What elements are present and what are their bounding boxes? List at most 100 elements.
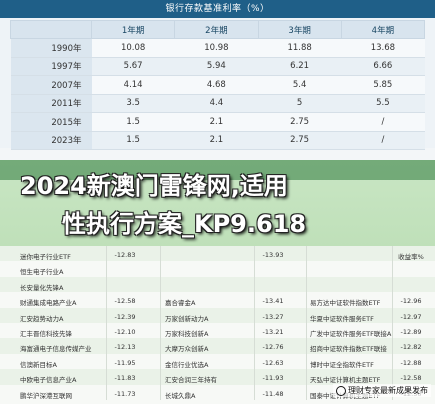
fund-name: 天弘中证计算机主题ETF	[310, 376, 381, 385]
fund-return: -13.41	[262, 297, 284, 306]
fund-name: 博时中证全指软件ETF	[310, 360, 374, 369]
fund-row: 财通集成电路产业A -12.58 嘉合睿金A -13.41 易方达中证软件指数ETF -1…	[0, 292, 435, 312]
rate-table-header: 1年期 2年期 3年期 4年期	[10, 20, 426, 39]
column-divider	[160, 246, 161, 400]
rate-row: 2023年 1.5 2.1 2.75/	[10, 130, 425, 150]
fund-return: -11.73	[114, 389, 136, 398]
rate-value: 4.68	[174, 75, 258, 95]
rate-value: 6.66	[341, 56, 425, 76]
watermark-logo-icon	[336, 385, 346, 396]
rate-value: 5.94	[174, 56, 258, 76]
rate-year: 2011年	[10, 93, 92, 113]
fund-return: -12.76	[262, 343, 284, 352]
header-2yr: 2年期	[174, 20, 259, 39]
rate-row: 1990年 10.08 10.98 11.88 13.68	[10, 38, 425, 58]
fund-name: 易方达中证软件指数ETF	[310, 299, 381, 308]
fund-name: 恒生电子行业A	[20, 268, 64, 277]
watermark: 理财专家最新成果发布	[333, 384, 431, 397]
fund-return: 收益率%	[398, 253, 424, 261]
fund-name: 汇安合润三年持有	[165, 376, 217, 385]
fund-return: -11.93	[262, 374, 284, 383]
fund-name: 汇丰晋信科技先锋	[20, 330, 72, 338]
fund-name: 广发中证软件服务ETF联接A	[310, 330, 392, 338]
rate-value: 1.5	[91, 112, 175, 132]
rate-value: 4.4	[174, 93, 258, 113]
fund-name: 万家创新动力A	[165, 314, 209, 323]
rate-value: 2.75	[258, 130, 342, 150]
watermark-text: 理财专家最新成果发布	[348, 386, 428, 395]
fund-return: -13.21	[262, 328, 284, 336]
rate-row: 1997年 5.67 5.94 6.21 6.66	[10, 56, 425, 76]
rate-value: 5	[258, 93, 342, 113]
fund-return: -12.83	[114, 251, 136, 259]
rate-table-title: 银行存款基准利率（%）	[0, 0, 435, 18]
fund-ranking-table: 迷你电子行业ETF -12.83 -13.93 收益率% 恒生电子行业A 长安量化先锋A 财…	[0, 246, 435, 404]
rate-year: 2007年	[10, 75, 92, 95]
fund-name: 大摩万众创新A	[165, 345, 209, 354]
rate-row: 2007年 4.14 4.68 5.4 5.85	[10, 75, 425, 95]
rate-row: 2011年 3.5 4.4 5 5.5	[10, 93, 425, 113]
fund-name: 海富通电子信息传媒产业	[20, 345, 92, 354]
fund-row: 汇丰晋信科技先锋 -12.10 万家科技创新A -13.21 广发中证软件服务ETF联接…	[0, 323, 435, 342]
rate-value: /	[341, 112, 425, 132]
fund-name: 万家科技创新A	[165, 330, 209, 338]
fund-row: 汇安趋势动力A -12.39 万家创新动力A -13.27 华夏中证软件服务ETF -12…	[0, 307, 435, 327]
rate-year: 2015年	[10, 112, 92, 132]
fund-return: -12.58	[114, 297, 136, 306]
fund-row: 迷你电子行业ETF -12.83 -13.93 收益率%	[0, 246, 435, 265]
rate-row: 2015年 1.5 2.1 2.75/	[10, 112, 425, 132]
fund-row: 长安量化先锋A	[0, 276, 435, 296]
fund-return: -11.83	[114, 374, 136, 383]
rate-value: 4.14	[91, 75, 175, 95]
fund-name: 汇安趋势动力A	[20, 314, 64, 323]
rate-value: 10.98	[174, 38, 258, 58]
fund-return: -12.58	[400, 374, 422, 383]
header-1yr: 1年期	[90, 20, 176, 39]
fund-row: 恒生电子行业A	[0, 261, 435, 281]
headline-banner: 2024新澳门雷锋网,适用 性执行方案_KP9.618	[0, 160, 435, 246]
rate-year: 2023年	[10, 130, 92, 150]
column-divider	[106, 246, 107, 400]
fund-return: -11.48	[262, 389, 284, 398]
fund-return: -11.95	[114, 358, 136, 367]
fund-name: 鹏华沪深港互联网	[20, 391, 72, 400]
fund-row: 中欧电子信息产业A -11.83 汇安合润三年持有 -11.93 天弘中证计算机主题ET…	[0, 369, 435, 389]
fund-name: 财通集成电路产业A	[20, 299, 77, 308]
fund-return: -12.89	[400, 328, 422, 336]
rate-value: 2.75	[258, 112, 342, 132]
fund-return: -12.82	[400, 343, 422, 352]
rate-value: 5.67	[91, 56, 175, 76]
rate-value: /	[341, 130, 425, 150]
fund-name: 信澳新目标A	[20, 360, 57, 369]
fund-return: -12.97	[400, 312, 422, 321]
fund-name: 中欧电子信息产业A	[20, 376, 77, 385]
fund-name: 迷你电子行业ETF	[20, 253, 71, 261]
rate-year: 1997年	[10, 56, 92, 76]
headline-line-1: 2024新澳门雷锋网,适用	[20, 172, 288, 200]
rate-value: 11.88	[258, 38, 342, 58]
fund-name: 招商中证软件指数ETF联接	[310, 345, 387, 354]
rate-value: 2.1	[174, 130, 258, 150]
deposit-rate-table: 1年期 2年期 3年期 4年期 1990年 10.08 10.98 11.88 13.6…	[10, 20, 426, 150]
deposit-rate-table-panel: 银行存款基准利率（%） 1年期 2年期 3年期 4年期 1990年 10.08 10…	[0, 0, 435, 150]
rate-value: 1.5	[91, 130, 175, 150]
fund-return: -12.88	[400, 358, 422, 367]
fund-name: 华夏中证软件服务ETF	[310, 314, 374, 323]
fund-return: -12.96	[400, 297, 422, 306]
fund-return: -13.27	[262, 312, 284, 321]
rate-value: 13.68	[341, 38, 425, 58]
header-corner	[10, 20, 92, 39]
fund-row: 信澳新目标A -11.95 金信行业优选A -12.63 博时中证全指软件ETF -12.…	[0, 353, 435, 373]
fund-return: -13.93	[262, 251, 284, 259]
fund-row: 海富通电子信息传媒产业 -12.13 大摩万众创新A -12.76 招商中证软件指数ET…	[0, 338, 435, 358]
rate-value: 5.5	[341, 93, 425, 113]
rate-year: 1990年	[10, 38, 92, 58]
column-divider	[306, 246, 307, 400]
rate-value: 10.08	[91, 38, 175, 58]
column-divider	[254, 246, 255, 400]
headline-line-2: 性执行方案_KP9.618	[62, 210, 307, 238]
fund-name: 嘉合睿金A	[165, 299, 196, 308]
fund-return: -12.13	[114, 343, 136, 352]
header-3yr: 3年期	[257, 20, 342, 39]
